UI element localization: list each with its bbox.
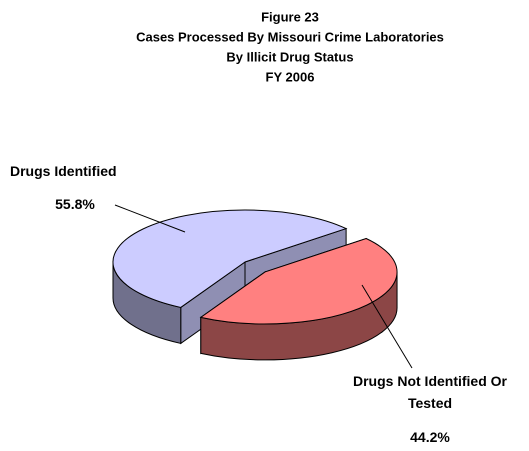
slice-label: Drugs Not Identified Or Tested bbox=[353, 373, 507, 411]
title-line: Cases Processed By Missouri Crime Labora… bbox=[136, 29, 444, 44]
slice bbox=[199, 237, 398, 325]
pie bbox=[112, 209, 398, 361]
leader-line bbox=[114, 204, 186, 233]
title-line: Figure 23 bbox=[261, 9, 319, 24]
leader-line bbox=[361, 284, 413, 369]
slice-value-label: 55.8% bbox=[55, 196, 95, 212]
title-line: FY 2006 bbox=[266, 69, 315, 84]
slice-value-label: 44.2% bbox=[410, 429, 450, 445]
slice-label: Drugs Identified bbox=[10, 163, 117, 179]
title-line: By Illicit Drug Status bbox=[226, 49, 353, 64]
slice bbox=[112, 209, 348, 308]
